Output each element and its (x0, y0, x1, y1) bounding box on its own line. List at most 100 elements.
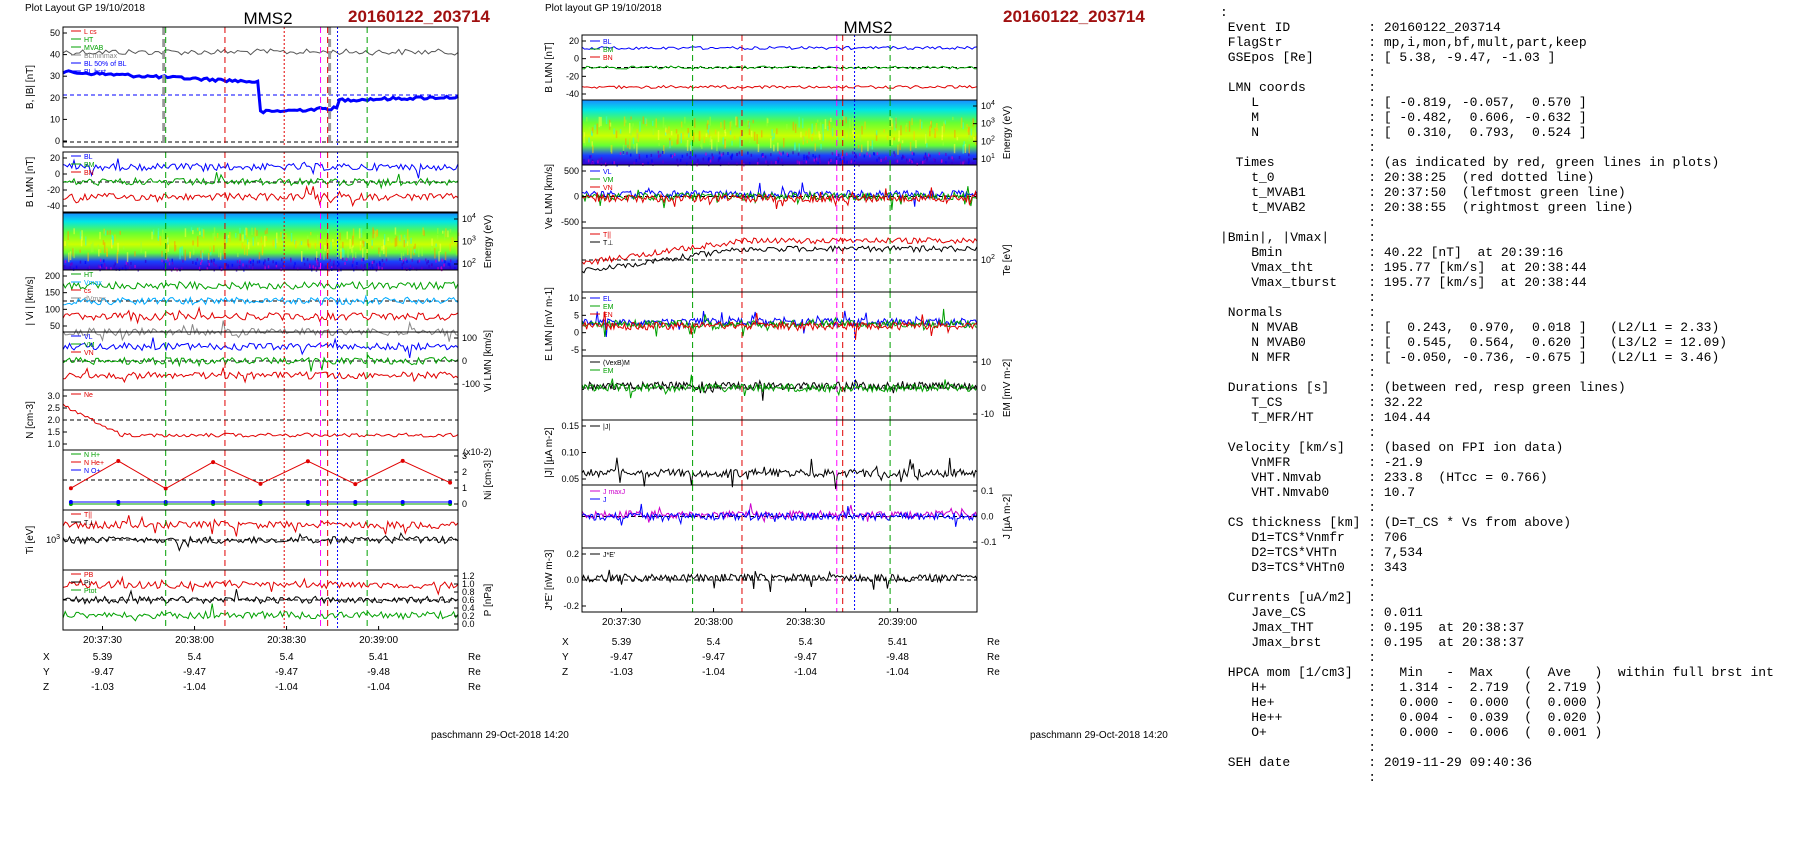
x-tick-label: 20:39:00 (359, 635, 398, 646)
spectrogram-streak (403, 234, 406, 239)
spectrogram-streak (915, 140, 917, 149)
spectrogram-streak (371, 240, 373, 246)
spectrogram-low-streak (839, 158, 841, 161)
spectrogram-streak (687, 128, 689, 134)
spectrogram-low-streak (749, 162, 751, 165)
spectrogram-low-streak (895, 159, 897, 163)
spectrogram-streak (301, 251, 303, 262)
spectrogram-streak (213, 245, 215, 253)
coord-value: -1.04 (275, 682, 298, 693)
spectrogram-low-streak (381, 267, 383, 271)
spectrogram-streak (598, 116, 601, 128)
spectrogram-low-streak (906, 158, 908, 162)
spectrogram-streak (102, 239, 105, 245)
spectrogram-streak (943, 123, 945, 133)
y-tick-label: -20 (566, 71, 579, 81)
spectrogram-low-streak (125, 261, 128, 265)
spectrogram-low-streak (250, 260, 252, 264)
spectrogram-streak (925, 131, 927, 141)
spectrogram-low-streak (272, 260, 274, 264)
spectrogram-low-streak (449, 266, 451, 269)
legend-entry: VL (84, 334, 93, 341)
spectrogram-streak (247, 242, 250, 250)
coord-value: -9.48 (367, 667, 390, 678)
spectrogram-streak (798, 143, 800, 152)
spectrogram-low-streak (364, 264, 366, 268)
spectrogram-low-streak (371, 264, 373, 268)
coord-value: -9.47 (91, 667, 114, 678)
spectrogram-streak (436, 235, 439, 240)
spectrogram-streak (675, 129, 678, 134)
spectrogram-streak (85, 236, 87, 246)
spectrogram-low-streak (805, 155, 807, 159)
spectrogram-streak (942, 141, 944, 146)
spectrogram-streak (897, 144, 899, 155)
spectrogram-streak (629, 138, 631, 150)
legend-entry: T|| (603, 232, 611, 239)
spectrogram-streak (973, 128, 976, 137)
spectrogram-low-streak (736, 152, 738, 156)
coord-value: -9.47 (794, 652, 817, 663)
spectrogram-streak (294, 239, 296, 245)
spectrogram-streak (705, 133, 708, 137)
spectrogram-low-streak (317, 258, 319, 261)
spectrogram-streak (351, 246, 353, 253)
spectrogram-low-streak (318, 267, 320, 271)
spectrogram-low-streak (963, 160, 966, 164)
legend-entry: BLminmax (84, 53, 118, 60)
y-tick-label: -10 (981, 409, 994, 419)
spectrogram-low-streak (360, 264, 363, 268)
figure-header: Plot Layout GP 19/10/2018 (25, 3, 145, 14)
spectrogram-streak (346, 231, 348, 240)
spectrogram-low-streak (817, 161, 819, 165)
legend-entry: BN (84, 170, 94, 177)
spectrogram-low-streak (711, 153, 713, 157)
spectrogram-low-streak (70, 263, 72, 266)
spectrogram-streak (828, 123, 831, 131)
spectrogram-low-streak (652, 162, 654, 166)
spectrogram-streak (360, 228, 363, 238)
spectrogram-low-streak (248, 260, 250, 264)
spectrogram-low-streak (267, 265, 270, 269)
spectrogram-streak (272, 240, 274, 247)
spectrogram-streak (225, 238, 227, 247)
spectrogram-low-streak (317, 261, 319, 265)
spectrogram-streak (306, 245, 309, 250)
spectrogram-streak (811, 123, 813, 134)
spectrogram-streak (255, 236, 258, 246)
middle-panel-1: 104 103 102 101 Energy (eV) (581, 99, 1013, 167)
spectrogram-streak (740, 129, 742, 136)
legend-entry: N H+ (84, 452, 100, 459)
spectrogram-streak (200, 250, 202, 258)
spectrogram-streak (962, 122, 964, 130)
spectrogram-low-streak (731, 153, 734, 157)
spectrogram-low-streak (355, 266, 358, 270)
spectrogram-low-streak (926, 158, 928, 162)
spectrogram-streak (794, 123, 797, 133)
spectrogram-low-streak (368, 262, 371, 266)
trace-0 (581, 503, 978, 524)
spectrogram-low-streak (373, 260, 375, 264)
spectrogram-streak (685, 142, 688, 147)
spectrogram-streak (929, 126, 931, 132)
spectrogram-streak (212, 233, 214, 240)
y-axis-label: B LMN [nT] (25, 157, 36, 208)
spectrogram-streak (315, 251, 318, 261)
spectrogram-low-streak (923, 156, 925, 160)
legend-entry: J maxJ (603, 489, 625, 496)
spectrogram-streak (822, 124, 824, 133)
spectrogram-low-streak (325, 265, 327, 269)
trace-1 (581, 503, 978, 527)
spectrogram-streak (438, 251, 440, 262)
spectrogram-streak (359, 244, 362, 251)
spectrogram-streak (341, 249, 344, 258)
spectrogram-streak (80, 236, 83, 247)
spectrogram-streak (64, 241, 66, 246)
legend-entry: (VexB)M (603, 360, 630, 367)
spectrogram-low-streak (428, 264, 430, 268)
spectrogram-streak (688, 132, 690, 138)
spectrogram-low-streak (717, 159, 720, 162)
spectrogram-streak (600, 116, 602, 126)
spectrogram-low-streak (294, 262, 296, 266)
